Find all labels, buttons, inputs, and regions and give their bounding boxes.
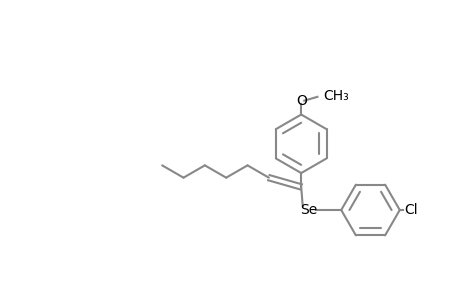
Text: CH₃: CH₃ <box>322 89 348 103</box>
Text: Cl: Cl <box>403 203 417 217</box>
Text: Se: Se <box>300 203 317 217</box>
Text: O: O <box>295 94 306 108</box>
